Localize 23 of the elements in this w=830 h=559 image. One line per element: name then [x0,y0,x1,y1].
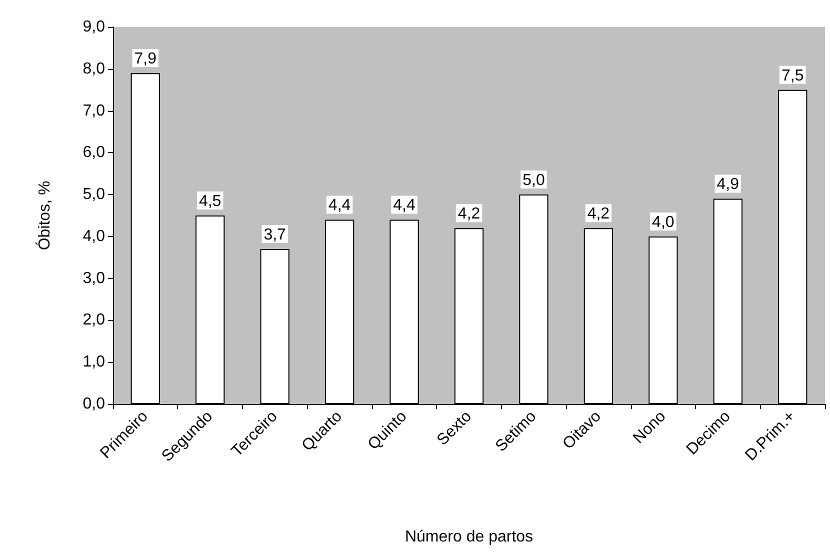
data-label: 4,2 [458,206,480,223]
y-tick-label: 6,0 [82,144,106,162]
data-label: 5,0 [522,172,545,190]
y-tick-label: 4,0 [82,228,106,245]
data-label: 4,4 [393,197,416,214]
data-label: 4,2 [587,206,610,223]
data-label: 4,4 [328,197,351,214]
y-tick-label: 9,0 [82,18,106,36]
x-axis-title: Número de partos [404,528,534,546]
y-axis-title: Óbitos, % [36,180,54,250]
y-tick-label: 2,0 [82,312,106,329]
data-label: 4,0 [652,214,674,231]
data-label: 7,9 [134,50,157,68]
y-tick-label: 7,0 [82,102,106,120]
y-tick-label: 0,0 [82,396,106,412]
y-tick-label: 1,0 [82,354,106,371]
data-label: 4,5 [198,193,222,210]
y-tick-label: 3,0 [82,270,106,287]
y-tick-label: 5,0 [82,186,106,204]
y-tick-label: 8,0 [82,60,106,78]
data-label: 4,9 [716,176,740,194]
data-label: 7,5 [782,67,804,84]
data-label: 3,7 [264,226,286,244]
